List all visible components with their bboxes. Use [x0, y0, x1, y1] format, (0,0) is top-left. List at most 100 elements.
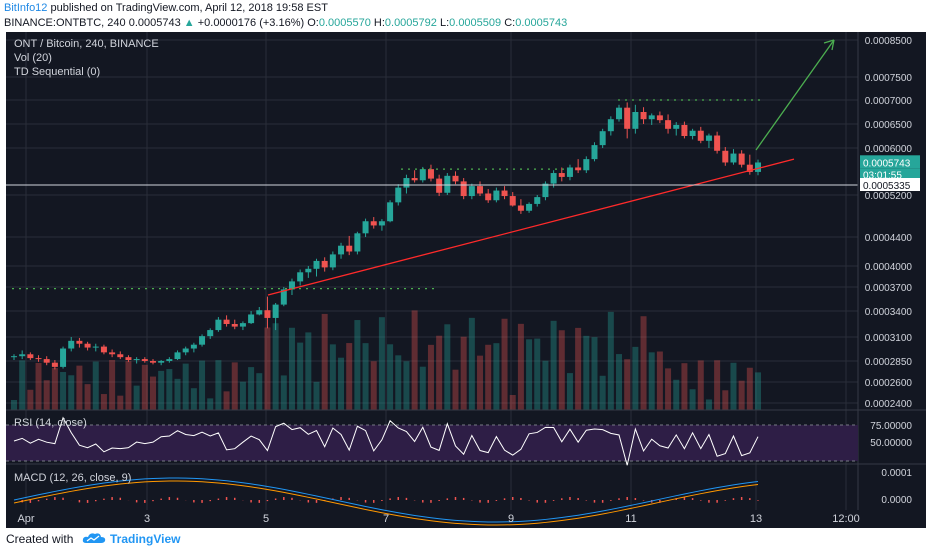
y-axis-tick: 0.0004400 [865, 233, 913, 244]
candle-body [100, 346, 107, 353]
volume-bar [329, 344, 336, 410]
volume-bar [11, 400, 17, 410]
y-axis-tick: 0.0002600 [865, 378, 913, 389]
x-axis-tick: 11 [625, 513, 636, 525]
published-text: published on TradingView.com, April 12, … [50, 2, 328, 14]
candle-body [35, 358, 42, 360]
volume-bar [656, 351, 663, 410]
volume-bar [280, 375, 287, 410]
candle-body [362, 221, 369, 234]
candle-body [427, 169, 434, 179]
candle-body [76, 340, 83, 344]
x-axis-tick: 13 [750, 513, 762, 525]
candle-body [109, 352, 116, 355]
volume-bar [100, 394, 107, 410]
volume-bar [665, 368, 672, 410]
tradingview-cloud-icon [82, 533, 106, 543]
candle-body [722, 150, 729, 163]
l-value: 0.0005509 [449, 17, 502, 29]
candle-body [566, 167, 573, 177]
arrow-head-icon [823, 39, 835, 51]
candle-body [43, 359, 50, 363]
candle-body [705, 135, 712, 141]
legend-vol: Vol (20) [14, 52, 52, 64]
volume-bar [215, 360, 222, 410]
chart-svg[interactable]: 0.0008500 0.0007500 0.0007000 0.0006500 0.00… [6, 32, 926, 528]
candle-body [558, 173, 565, 177]
level-badge-text: 0.0005335 [863, 181, 911, 192]
volume-bar [550, 320, 557, 410]
candle-body [542, 183, 549, 198]
volume-bar [190, 388, 197, 410]
volume-bar [149, 376, 156, 410]
candle-body [656, 115, 663, 121]
candle-body [485, 193, 492, 201]
macd-line [13, 477, 759, 523]
volume-bar [68, 375, 75, 410]
target-arrow [755, 39, 835, 151]
candle-body [321, 260, 328, 268]
volume-bar [27, 389, 34, 410]
volume-bar [681, 363, 688, 410]
author-link[interactable]: BitInfo12 [4, 2, 48, 14]
price-badge [860, 155, 920, 169]
volume-bar [313, 381, 320, 410]
chart-panel[interactable]: 0.0008500 0.0007500 0.0007000 0.0006500 0.00… [6, 32, 926, 528]
candle-body [526, 203, 533, 211]
volume-bar [84, 384, 91, 410]
candle-body [84, 343, 91, 348]
x-axis-tick: 5 [263, 513, 269, 525]
candle-body [68, 340, 75, 349]
x-axis-tick: 9 [508, 513, 514, 525]
volume-bar [632, 346, 639, 410]
volume-bar [542, 360, 549, 410]
volume-bar [648, 352, 655, 410]
candle-body [248, 314, 255, 324]
volume-bar [730, 362, 737, 410]
volume-bar [746, 367, 753, 410]
c-value: 0.0005743 [515, 17, 568, 29]
x-axis-tick: Apr [17, 513, 34, 525]
candle-body [190, 344, 197, 349]
candle-body [681, 124, 688, 136]
candle-body [174, 352, 181, 360]
volume-bar [436, 335, 443, 410]
volume-bar [264, 327, 271, 410]
volume-bar [223, 391, 230, 410]
candle-body [477, 186, 484, 194]
legend-title: ONT / Bitcoin, 240, BINANCE [14, 38, 159, 50]
volume-bar [640, 316, 647, 410]
change-value: +0.0000176 (+3.16%) [197, 17, 305, 29]
candle-body [411, 178, 418, 181]
candle-body [27, 354, 34, 359]
volume-bar [354, 320, 361, 410]
volume-bar [338, 357, 345, 410]
x-axis-tick: 3 [144, 513, 150, 525]
candle-body [297, 272, 304, 282]
volume-bar [419, 366, 426, 410]
candle-body [746, 164, 753, 172]
candle-body [509, 196, 516, 206]
publish-line: BitInfo12 published on TradingView.com, … [4, 2, 328, 14]
volume-bar [583, 335, 590, 410]
candle-body [313, 260, 320, 269]
volume-bar [517, 323, 524, 410]
volume-bar [321, 313, 328, 410]
rsi-tick: 75.00000 [870, 421, 912, 432]
y-axis-tick: 0.0006000 [865, 144, 913, 155]
tradingview-brand[interactable]: TradingView [110, 532, 181, 546]
candle-body [575, 167, 582, 171]
volume-bar [673, 379, 680, 410]
candle-body [624, 107, 631, 129]
volume-bar [526, 339, 533, 410]
legend-rsi: RSI (14, close) [14, 417, 87, 429]
candle-body [329, 254, 336, 268]
volume-bar [288, 327, 295, 410]
o-value: 0.0005570 [318, 17, 371, 29]
candle-body [591, 145, 598, 160]
h-value: 0.0005792 [384, 17, 437, 29]
candle-body [182, 348, 189, 353]
volume-bar [558, 330, 565, 410]
volume-bar [607, 311, 614, 410]
level-badge [860, 178, 920, 191]
